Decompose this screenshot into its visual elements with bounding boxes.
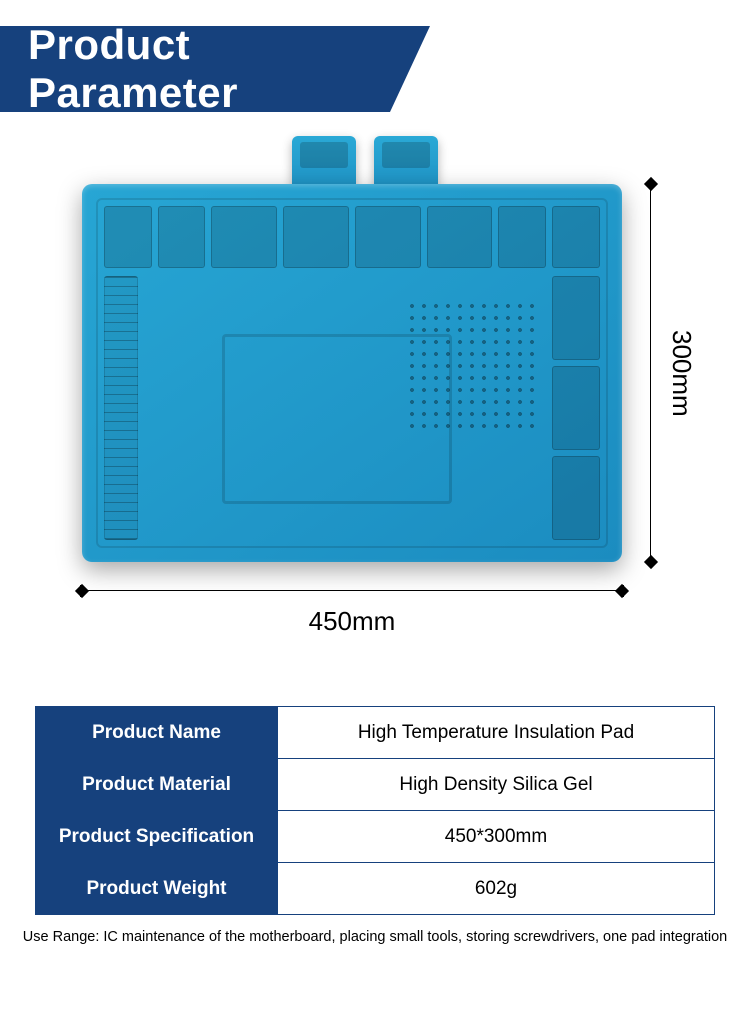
table-row: Product Material High Density Silica Gel <box>36 759 715 811</box>
header-banner: Product Parameter <box>0 26 390 112</box>
spec-value: 602g <box>278 863 715 915</box>
use-range-footnote: Use Range: IC maintenance of the motherb… <box>15 929 735 945</box>
mat-dot-grid <box>406 300 534 428</box>
width-dimension-label: 450mm <box>82 606 622 637</box>
table-row: Product Name High Temperature Insulation… <box>36 707 715 759</box>
product-mat-illustration <box>82 184 622 562</box>
mat-top-compartments <box>104 206 600 268</box>
spec-table: Product Name High Temperature Insulation… <box>35 706 715 915</box>
spec-label: Product Weight <box>36 863 278 915</box>
spec-label: Product Name <box>36 707 278 759</box>
height-dimension-line <box>650 184 651 562</box>
mat-right-compartments <box>552 276 600 540</box>
table-row: Product Weight 602g <box>36 863 715 915</box>
mat-ruler-edge <box>104 276 138 540</box>
spec-value: 450*300mm <box>278 811 715 863</box>
spec-label: Product Specification <box>36 811 278 863</box>
spec-value: High Density Silica Gel <box>278 759 715 811</box>
height-dimension-label: 300mm <box>666 184 697 562</box>
spec-label: Product Material <box>36 759 278 811</box>
product-illustration-area: 450mm 300mm <box>0 112 750 702</box>
table-row: Product Specification 450*300mm <box>36 811 715 863</box>
page-title: Product Parameter <box>28 21 390 117</box>
width-dimension-line <box>82 590 622 591</box>
spec-value: High Temperature Insulation Pad <box>278 707 715 759</box>
